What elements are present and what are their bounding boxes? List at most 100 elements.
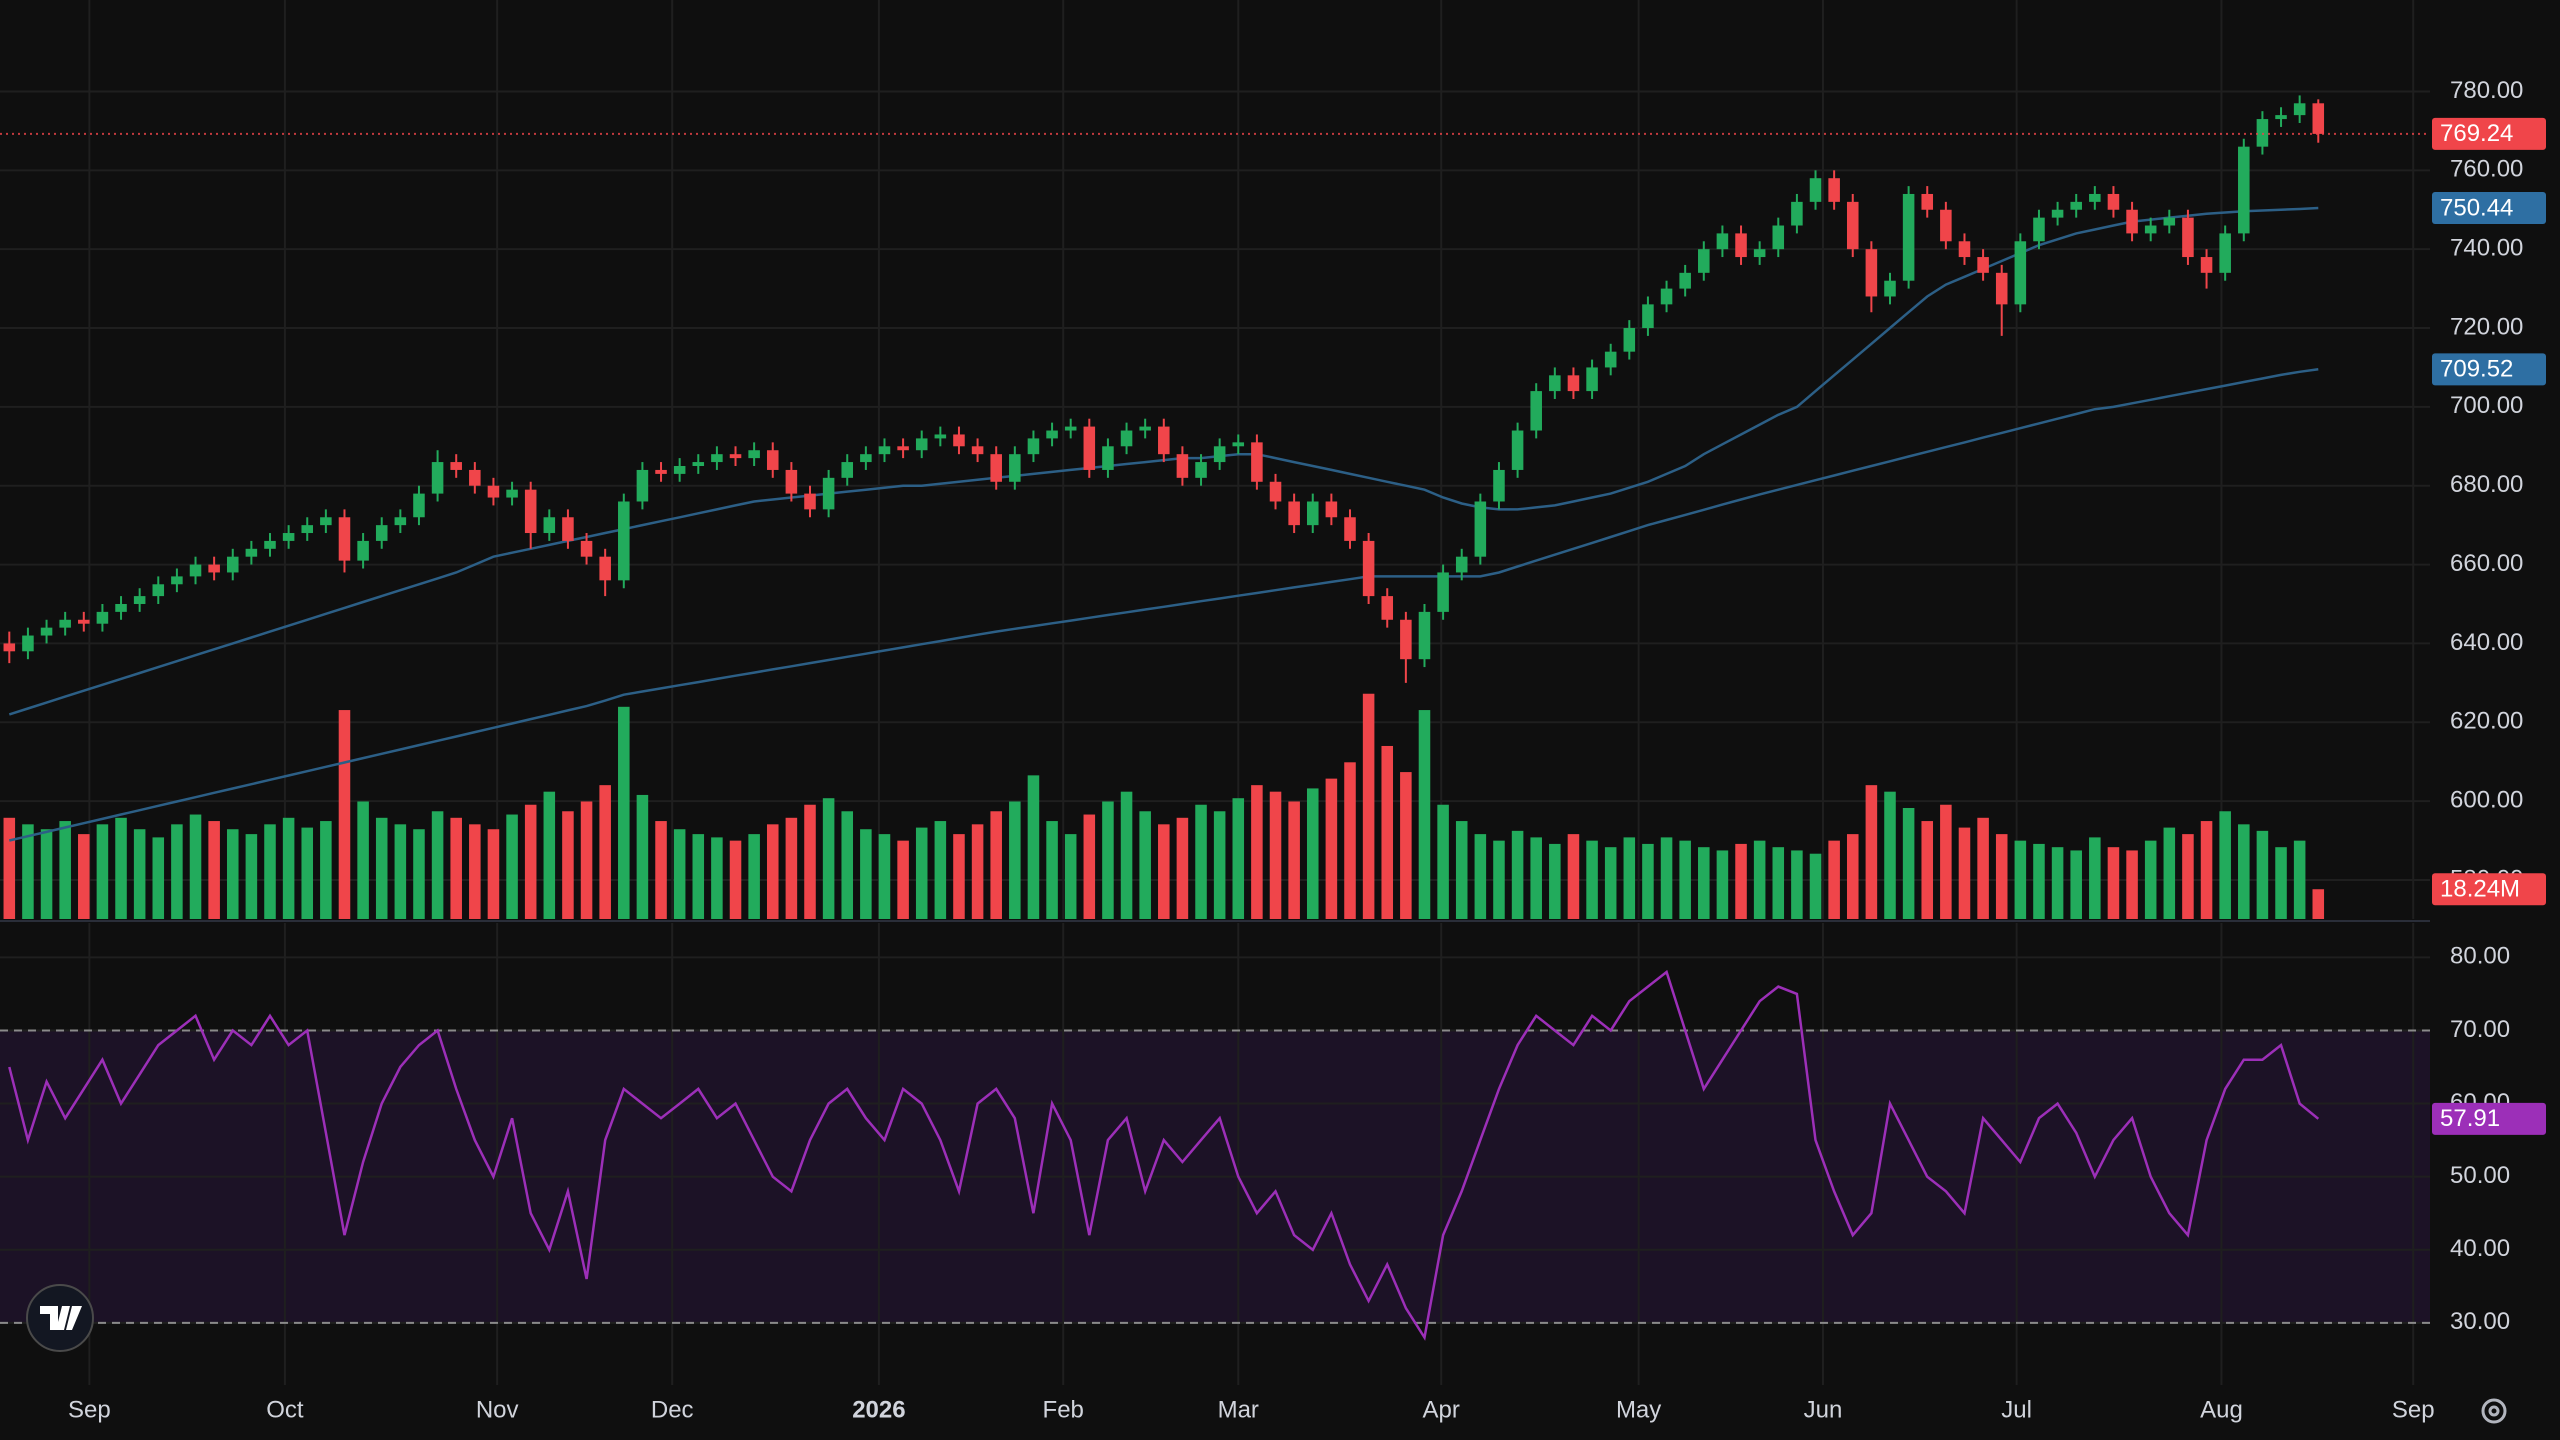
- volume-bar: [1288, 801, 1300, 919]
- candle-body: [878, 446, 891, 455]
- volume-bar: [1344, 762, 1356, 919]
- volume-bar: [394, 824, 407, 919]
- x-tick-label: Feb: [1043, 1396, 1084, 1423]
- candle-body: [766, 450, 779, 470]
- price-badge: [2432, 873, 2546, 906]
- volume-bar: [1772, 847, 1785, 919]
- volume-bar: [2089, 837, 2101, 919]
- candle-body: [692, 462, 705, 467]
- candle-body: [1493, 469, 1505, 502]
- volume-bar: [1884, 791, 1896, 919]
- volume-bar: [1306, 788, 1319, 919]
- volume-bar: [618, 706, 630, 919]
- candle-body: [934, 434, 947, 439]
- volume-bar: [580, 801, 593, 919]
- candle-body: [1623, 328, 1636, 352]
- volume-bar: [1586, 840, 1598, 919]
- volume-bar: [711, 837, 723, 919]
- price-badge-label: 750.44: [2440, 194, 2513, 221]
- volume-bar: [2275, 847, 2287, 919]
- volume-bar: [860, 829, 872, 919]
- volume-bar: [1921, 821, 1934, 919]
- volume-bar: [1232, 798, 1245, 919]
- candle-body: [1791, 201, 1803, 226]
- x-tick-label: Nov: [476, 1396, 519, 1423]
- volume-bar: [1623, 837, 1636, 919]
- volume-bar: [1120, 791, 1133, 919]
- volume-bar: [1139, 811, 1151, 919]
- volume-bar: [264, 824, 276, 919]
- candle-body: [469, 469, 481, 486]
- tradingview-logo[interactable]: [26, 1284, 94, 1352]
- x-tick-label: Sep: [2392, 1396, 2435, 1423]
- candle-body: [1455, 556, 1468, 573]
- candle-body: [2256, 119, 2269, 147]
- candle-body: [282, 533, 295, 541]
- gear-center[interactable]: [2488, 1405, 2500, 1417]
- rsi-tick-label: 80.00: [2450, 943, 2510, 970]
- volume-bar: [301, 827, 314, 919]
- candle-body: [1735, 233, 1747, 258]
- volume-bar: [2163, 827, 2176, 919]
- candle-body: [1139, 426, 1151, 431]
- volume-bar: [934, 821, 947, 919]
- candle-body: [375, 525, 388, 541]
- candle-body: [655, 469, 667, 474]
- volume-bar: [692, 834, 705, 919]
- candle-body: [1437, 572, 1449, 612]
- candle-body: [636, 469, 649, 502]
- candle-body: [394, 517, 407, 526]
- candle-body: [1940, 209, 1952, 242]
- logo-mark[interactable]: [40, 1306, 82, 1330]
- volume-bar: [655, 821, 667, 919]
- candle-body: [2293, 103, 2306, 116]
- volume-bar: [22, 824, 34, 919]
- candle-body: [2182, 217, 2194, 258]
- volume-bar: [2238, 824, 2250, 919]
- candle-body: [171, 576, 183, 585]
- candle-body: [748, 450, 760, 459]
- volume-bar: [208, 821, 220, 919]
- candle-body: [2107, 193, 2120, 210]
- volume-bar: [1437, 804, 1449, 919]
- volume-bar: [431, 811, 444, 919]
- volume-bar: [1604, 847, 1617, 919]
- candle-body: [1083, 426, 1096, 470]
- candle-body: [841, 462, 854, 478]
- candle-body: [3, 643, 16, 652]
- gear-ring[interactable]: [2481, 1398, 2507, 1424]
- candle-body: [599, 556, 611, 581]
- volume-bar: [1865, 785, 1878, 919]
- settings-button[interactable]: [2481, 1398, 2507, 1424]
- volume-bar: [282, 817, 295, 919]
- volume-bar: [115, 817, 127, 919]
- volume-bar: [1958, 827, 1971, 919]
- candle-body: [1418, 611, 1431, 660]
- volume-bar: [1511, 830, 1524, 919]
- volume-bar: [1493, 840, 1505, 919]
- candle-body: [822, 477, 835, 510]
- volume-bar: [1400, 772, 1412, 919]
- y-tick-label: 740.00: [2450, 235, 2523, 262]
- volume-bar: [1753, 840, 1766, 919]
- volume-bar: [1418, 710, 1431, 919]
- volume-bar: [2107, 847, 2120, 919]
- candle-body: [1120, 430, 1133, 447]
- volume-bar: [1940, 804, 1952, 919]
- candle-body: [1195, 462, 1207, 478]
- volume-bar: [1995, 834, 2008, 919]
- x-tick-label: Mar: [1218, 1396, 1259, 1423]
- y-tick-label: 600.00: [2450, 786, 2523, 813]
- volume-bar: [729, 840, 742, 919]
- volume-bar: [1102, 801, 1114, 919]
- volume-bar: [524, 804, 537, 919]
- volume-bar: [1381, 745, 1394, 919]
- volume-bar: [152, 837, 165, 919]
- candle-body: [1046, 430, 1058, 439]
- volume-bar: [171, 824, 183, 919]
- volume-bar: [357, 801, 369, 919]
- y-tick-label: 640.00: [2450, 629, 2523, 656]
- candle-body: [301, 525, 314, 534]
- volume-bar: [2219, 811, 2231, 919]
- x-tick-label: Apr: [1423, 1396, 1460, 1423]
